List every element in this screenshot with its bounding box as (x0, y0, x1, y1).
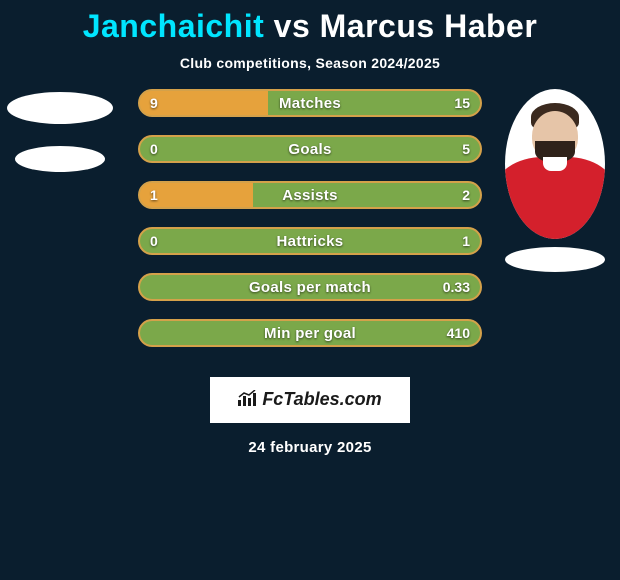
stat-bar: Hattricks0 1 (138, 227, 482, 255)
stat-bar: Goals per match0.33 (138, 273, 482, 301)
stat-label: Assists (140, 183, 480, 207)
stats-panel: Matches915Goals05Assists12Hattricks01Goa… (0, 89, 620, 359)
fctables-logo: FcTables.com (210, 377, 409, 423)
stat-value-player2: 2 (462, 183, 470, 207)
stat-label: Goals per match (140, 275, 480, 299)
player1-name: Janchaichit (83, 8, 265, 44)
player2-name: Marcus Haber (320, 8, 538, 44)
stat-value-player1: 9 (150, 91, 158, 115)
player1-photo-column (0, 89, 120, 172)
stat-value-player2: 0.33 (443, 275, 470, 299)
stat-label: Hattricks (140, 229, 480, 253)
vs-text: vs (274, 8, 311, 44)
stat-bars: Matches915Goals05Assists12Hattricks01Goa… (138, 89, 482, 365)
stat-bar: Assists1 2 (138, 181, 482, 209)
stat-value-player1: 0 (150, 137, 158, 161)
player1-placeholder-2 (15, 146, 105, 172)
stat-label: Matches (140, 91, 480, 115)
chart-icon (238, 390, 258, 411)
comparison-title: Janchaichit vs Marcus Haber (0, 8, 620, 45)
stat-value-player1: 1 (150, 183, 158, 207)
subtitle: Club competitions, Season 2024/2025 (0, 55, 620, 71)
stat-value-player1: 0 (150, 229, 158, 253)
stat-bar: Goals0 5 (138, 135, 482, 163)
stat-bar: Min per goal410 (138, 319, 482, 347)
stat-value-player2: 5 (462, 137, 470, 161)
stat-label: Min per goal (140, 321, 480, 345)
player2-placeholder (505, 247, 605, 272)
stat-value-player2: 1 (462, 229, 470, 253)
stat-value-player2: 15 (454, 91, 470, 115)
stat-bar: Matches9 15 (138, 89, 482, 117)
logo-text: FcTables.com (262, 389, 381, 409)
player2-photo (505, 89, 605, 239)
stat-value-player2: 410 (447, 321, 470, 345)
stat-label: Goals (140, 137, 480, 161)
player2-photo-column (490, 89, 620, 272)
player1-placeholder-1 (7, 92, 113, 124)
date: 24 february 2025 (0, 439, 620, 456)
